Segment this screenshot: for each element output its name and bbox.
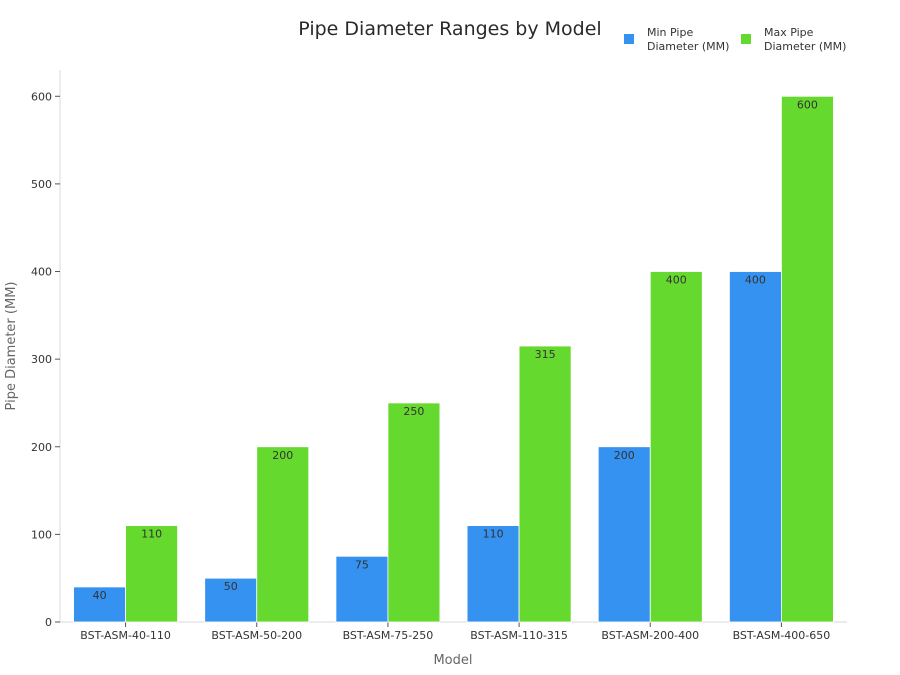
chart-title: Pipe Diameter Ranges by Model [298, 18, 601, 40]
data-labels: 40 110 50 200 75 250 110 315 200 400 400 600 [93, 98, 818, 602]
data-label: 40 [93, 589, 107, 602]
x-tick-label: BST-ASM-400-650 [733, 629, 831, 642]
data-label: 400 [666, 274, 687, 287]
x-tick-label: BST-ASM-50-200 [211, 629, 302, 642]
legend-swatch [624, 34, 634, 44]
bar-max [781, 95, 834, 623]
x-tick-label: BST-ASM-40-110 [80, 629, 171, 642]
data-label: 250 [403, 405, 424, 418]
bar-min [335, 555, 389, 623]
legend-label: Diameter (MM) [764, 40, 846, 53]
y-tick-label: 600 [31, 90, 52, 103]
legend-swatch [741, 34, 751, 44]
legend-label: Diameter (MM) [647, 40, 729, 53]
y-tick-label: 100 [31, 528, 52, 541]
data-label: 600 [797, 98, 818, 111]
bar-max [649, 271, 703, 623]
data-label: 50 [224, 580, 238, 593]
x-tick-label: BST-ASM-75-250 [343, 629, 434, 642]
data-label: 200 [614, 449, 635, 462]
bar-max [125, 525, 178, 623]
y-tick-label: 300 [31, 353, 52, 366]
y-tick-label: 400 [31, 266, 52, 279]
axes: 0 100 200 300 400 500 600 BST-ASM-40-110 BST-ASM… [31, 70, 847, 642]
data-label: 315 [535, 348, 556, 361]
bar-max [518, 345, 572, 623]
data-label: 110 [483, 528, 504, 541]
legend-label: Min Pipe [647, 26, 693, 39]
y-axis-title: Pipe Diameter (MM) [4, 282, 19, 411]
data-label: 110 [141, 528, 162, 541]
bar-max [387, 402, 441, 623]
x-tick-label: BST-ASM-200-400 [601, 629, 699, 642]
y-tick-label: 200 [31, 441, 52, 454]
bar-min [597, 446, 651, 623]
legend-label: Max Pipe [764, 26, 814, 39]
bar-min [729, 271, 782, 623]
y-tick-label: 500 [31, 178, 52, 191]
data-label: 200 [272, 449, 293, 462]
bars [73, 95, 834, 623]
data-label: 75 [355, 558, 369, 571]
x-tick-label: BST-ASM-110-315 [470, 629, 568, 642]
data-label: 400 [745, 274, 766, 287]
x-axis-title: Model [433, 653, 472, 668]
bar-max [256, 446, 310, 623]
y-tick-label: 0 [45, 616, 52, 629]
